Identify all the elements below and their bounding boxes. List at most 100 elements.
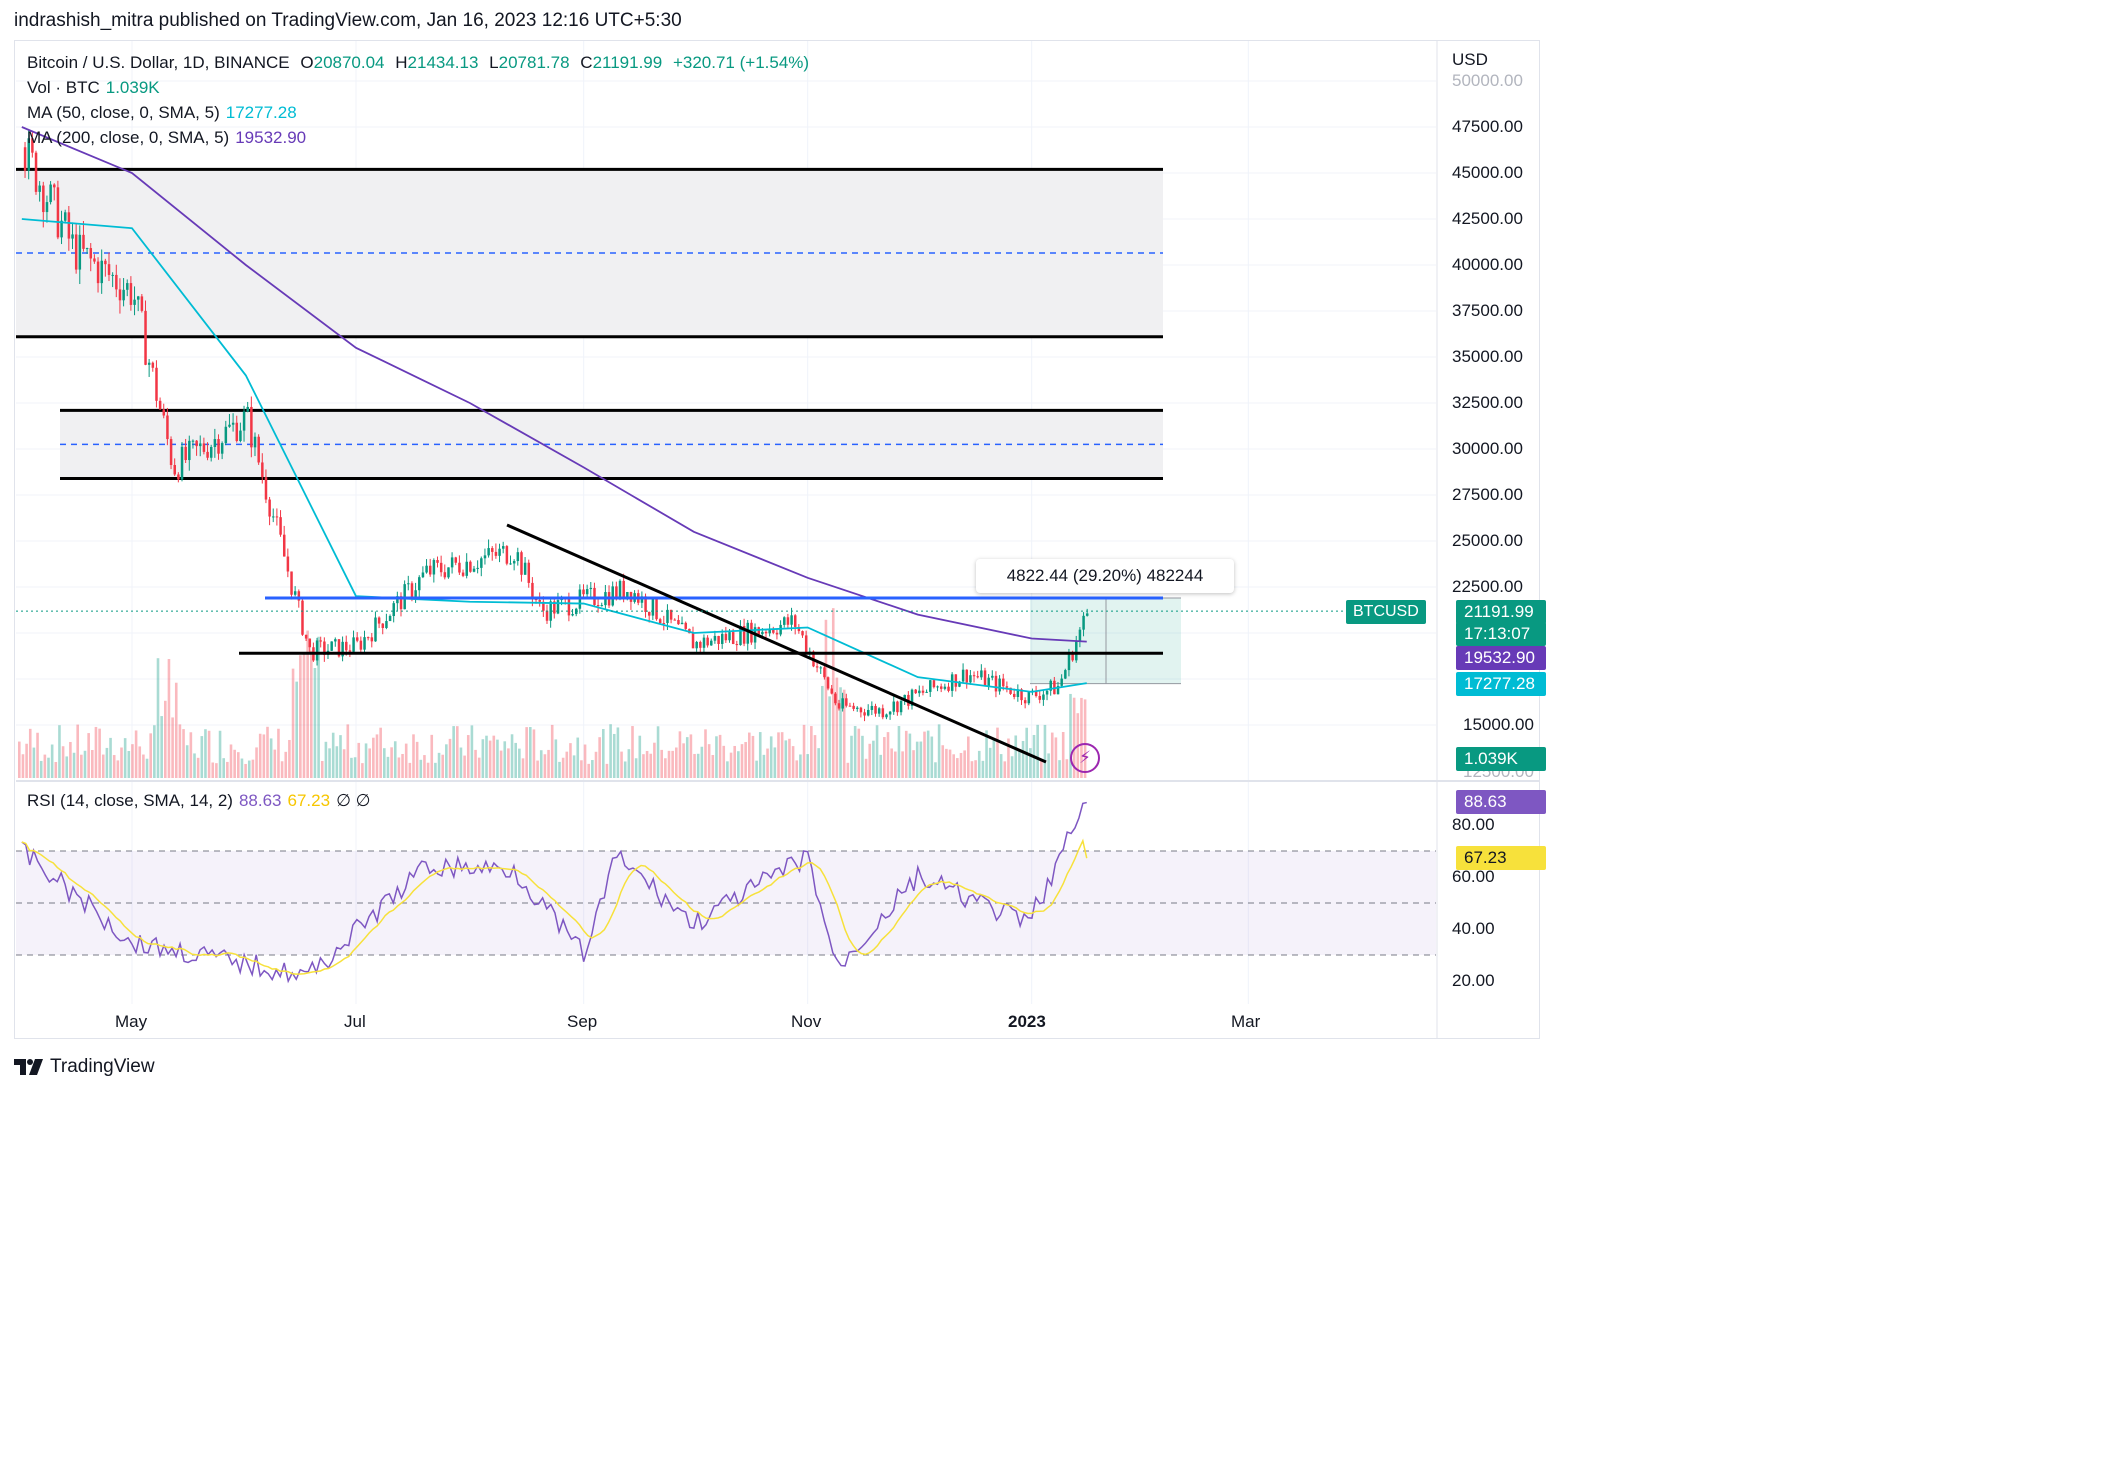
volume-bar <box>138 746 142 778</box>
measure-label[interactable]: 4822.44 (29.20%) 482244 <box>976 559 1234 593</box>
volume-bar <box>415 741 419 778</box>
candle-body <box>399 596 403 610</box>
volume-bar <box>1061 732 1065 778</box>
legend-volume[interactable]: Vol · BTC 1.039K <box>27 78 166 98</box>
candle-body <box>414 590 417 597</box>
candle-body <box>680 622 684 625</box>
volume-bar <box>404 743 408 778</box>
volume-bar <box>886 732 890 778</box>
volume-bar <box>193 753 196 778</box>
volume-bar <box>178 724 182 778</box>
volume-bar <box>379 727 382 778</box>
candle-body <box>728 632 731 641</box>
candle-body <box>801 631 804 636</box>
chart-canvas[interactable] <box>0 0 1568 1098</box>
legend-change: +320.71 (+1.54%) <box>672 53 810 72</box>
volume-bar <box>247 760 251 778</box>
legend-ma200[interactable]: MA (200, close, 0, SMA, 5) 19532.90 <box>27 128 312 148</box>
candle-body <box>958 681 961 687</box>
volume-bar <box>499 750 503 778</box>
ma200-line[interactable] <box>21 126 1087 643</box>
legend-rsi-ma-value: 67.23 <box>287 791 331 810</box>
volume-bar <box>671 750 674 778</box>
legend-ma50[interactable]: MA (50, close, 0, SMA, 5) 17277.28 <box>27 103 303 123</box>
candle-body <box>469 561 472 572</box>
volume-bar <box>423 755 426 778</box>
ma50-line[interactable] <box>21 218 1087 693</box>
candle-body <box>345 641 348 651</box>
legend-rsi[interactable]: RSI (14, close, SMA, 14, 2) 88.63 67.23 ∅ ∅ <box>27 791 376 811</box>
footer-brand[interactable]: TradingView <box>14 1056 155 1078</box>
volume-bar <box>879 754 882 778</box>
volume-bar <box>306 630 309 778</box>
candle-body <box>115 274 118 290</box>
candle-body <box>366 637 370 639</box>
volume-bar <box>543 754 547 778</box>
footer-brand-text: TradingView <box>50 1056 155 1077</box>
candle-body <box>983 670 987 687</box>
candle-body <box>790 615 793 625</box>
symbol-badge[interactable]: BTCUSD <box>1346 600 1426 624</box>
volume-bar <box>408 762 412 778</box>
candle-body <box>129 283 133 305</box>
volume-bar <box>350 757 353 778</box>
candle-body <box>385 621 388 628</box>
candle-body <box>1016 689 1020 697</box>
volume-bar <box>335 746 339 778</box>
volume-bar <box>463 755 466 778</box>
candle-body <box>279 517 282 535</box>
volume-bar <box>536 760 539 778</box>
volume-bar <box>401 753 404 778</box>
rsi-line[interactable] <box>21 801 1087 984</box>
volume-bar <box>1014 735 1018 778</box>
candle-body <box>1075 641 1078 661</box>
volume-bar <box>901 751 904 778</box>
volume-bar <box>1047 753 1050 778</box>
time-tick: 2023 <box>1008 1012 1046 1031</box>
candle-body <box>845 698 848 706</box>
candle-body <box>359 640 363 650</box>
volume-bar <box>434 762 437 778</box>
legend-c-label: C <box>580 53 593 72</box>
volume-bar <box>131 744 134 778</box>
volume-bar <box>452 726 455 778</box>
volume-bar <box>339 735 342 778</box>
rsi-tick: 20.00 <box>1452 971 1495 990</box>
volume-bar <box>967 736 970 778</box>
candle-body <box>589 587 593 590</box>
candle-body <box>454 557 458 563</box>
candle-body <box>498 548 501 556</box>
candle-body <box>199 443 202 447</box>
legend-symbol[interactable]: Bitcoin / U.S. Dollar, 1D, BINANCE <box>27 53 290 72</box>
rsi-ma-line[interactable] <box>21 838 1088 975</box>
candle-body <box>173 465 176 475</box>
flash-icon[interactable]: ⚡ <box>1070 743 1100 773</box>
candle-body <box>943 686 947 689</box>
candle-body <box>695 641 698 649</box>
candle-body <box>615 586 618 598</box>
volume-bar <box>799 754 802 778</box>
volume-bar <box>364 743 368 778</box>
volume-bar <box>18 741 21 778</box>
downtrend-line[interactable] <box>506 523 1047 764</box>
volume-bar <box>313 668 317 778</box>
volume-bar <box>510 734 514 778</box>
volume-bar <box>587 763 590 778</box>
volume-bar <box>926 730 930 778</box>
candle-body <box>600 605 604 607</box>
axis-currency[interactable]: USD <box>1452 50 1488 69</box>
volume-bar <box>777 732 780 778</box>
candle-body <box>89 248 93 259</box>
candle-body <box>509 563 512 565</box>
candle-body <box>826 677 830 689</box>
candle-body <box>443 572 447 578</box>
candle-body <box>724 633 728 641</box>
candle-body <box>67 212 71 239</box>
candle-body <box>418 577 421 591</box>
candle-body <box>673 619 677 621</box>
candle-body <box>870 705 874 710</box>
volume-bar <box>167 659 171 778</box>
candle-body <box>991 675 994 678</box>
candle-body <box>155 367 158 401</box>
time-tick: May <box>115 1012 148 1031</box>
